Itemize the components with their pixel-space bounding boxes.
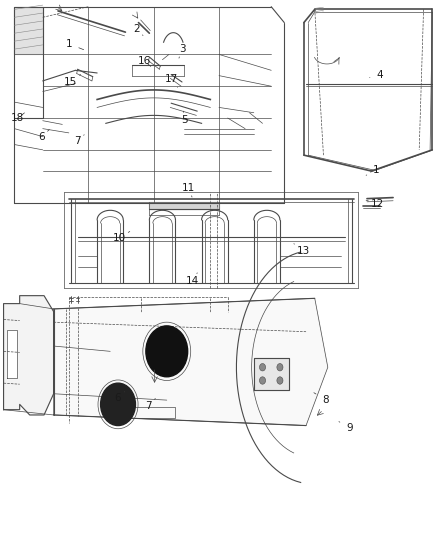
Polygon shape	[149, 203, 219, 209]
Text: 12: 12	[366, 199, 385, 209]
Polygon shape	[14, 7, 43, 54]
Circle shape	[277, 364, 283, 371]
Text: 1: 1	[66, 39, 84, 50]
Text: 11: 11	[182, 183, 195, 197]
Text: 16: 16	[138, 56, 151, 67]
Text: 17: 17	[165, 74, 178, 87]
Polygon shape	[7, 330, 17, 378]
Text: 10: 10	[112, 231, 130, 243]
Text: 4: 4	[370, 70, 383, 79]
Circle shape	[146, 326, 187, 377]
Text: 6: 6	[115, 391, 125, 403]
Text: 13: 13	[294, 244, 311, 256]
Circle shape	[259, 377, 265, 384]
Text: 2: 2	[133, 24, 143, 36]
Text: 8: 8	[314, 393, 329, 405]
Text: 3: 3	[179, 44, 185, 58]
Text: 1: 1	[366, 165, 380, 175]
Text: 15: 15	[64, 75, 81, 87]
Text: 14: 14	[186, 273, 200, 286]
Text: 18: 18	[11, 113, 25, 123]
Text: 6: 6	[38, 130, 49, 142]
Circle shape	[259, 364, 265, 371]
Polygon shape	[53, 298, 328, 425]
Text: 9: 9	[339, 422, 353, 433]
Polygon shape	[254, 358, 289, 390]
Text: 7: 7	[74, 135, 84, 146]
Circle shape	[101, 383, 135, 425]
Circle shape	[277, 377, 283, 384]
Polygon shape	[4, 296, 53, 415]
Text: 7: 7	[145, 399, 155, 411]
Text: 5: 5	[181, 111, 187, 125]
